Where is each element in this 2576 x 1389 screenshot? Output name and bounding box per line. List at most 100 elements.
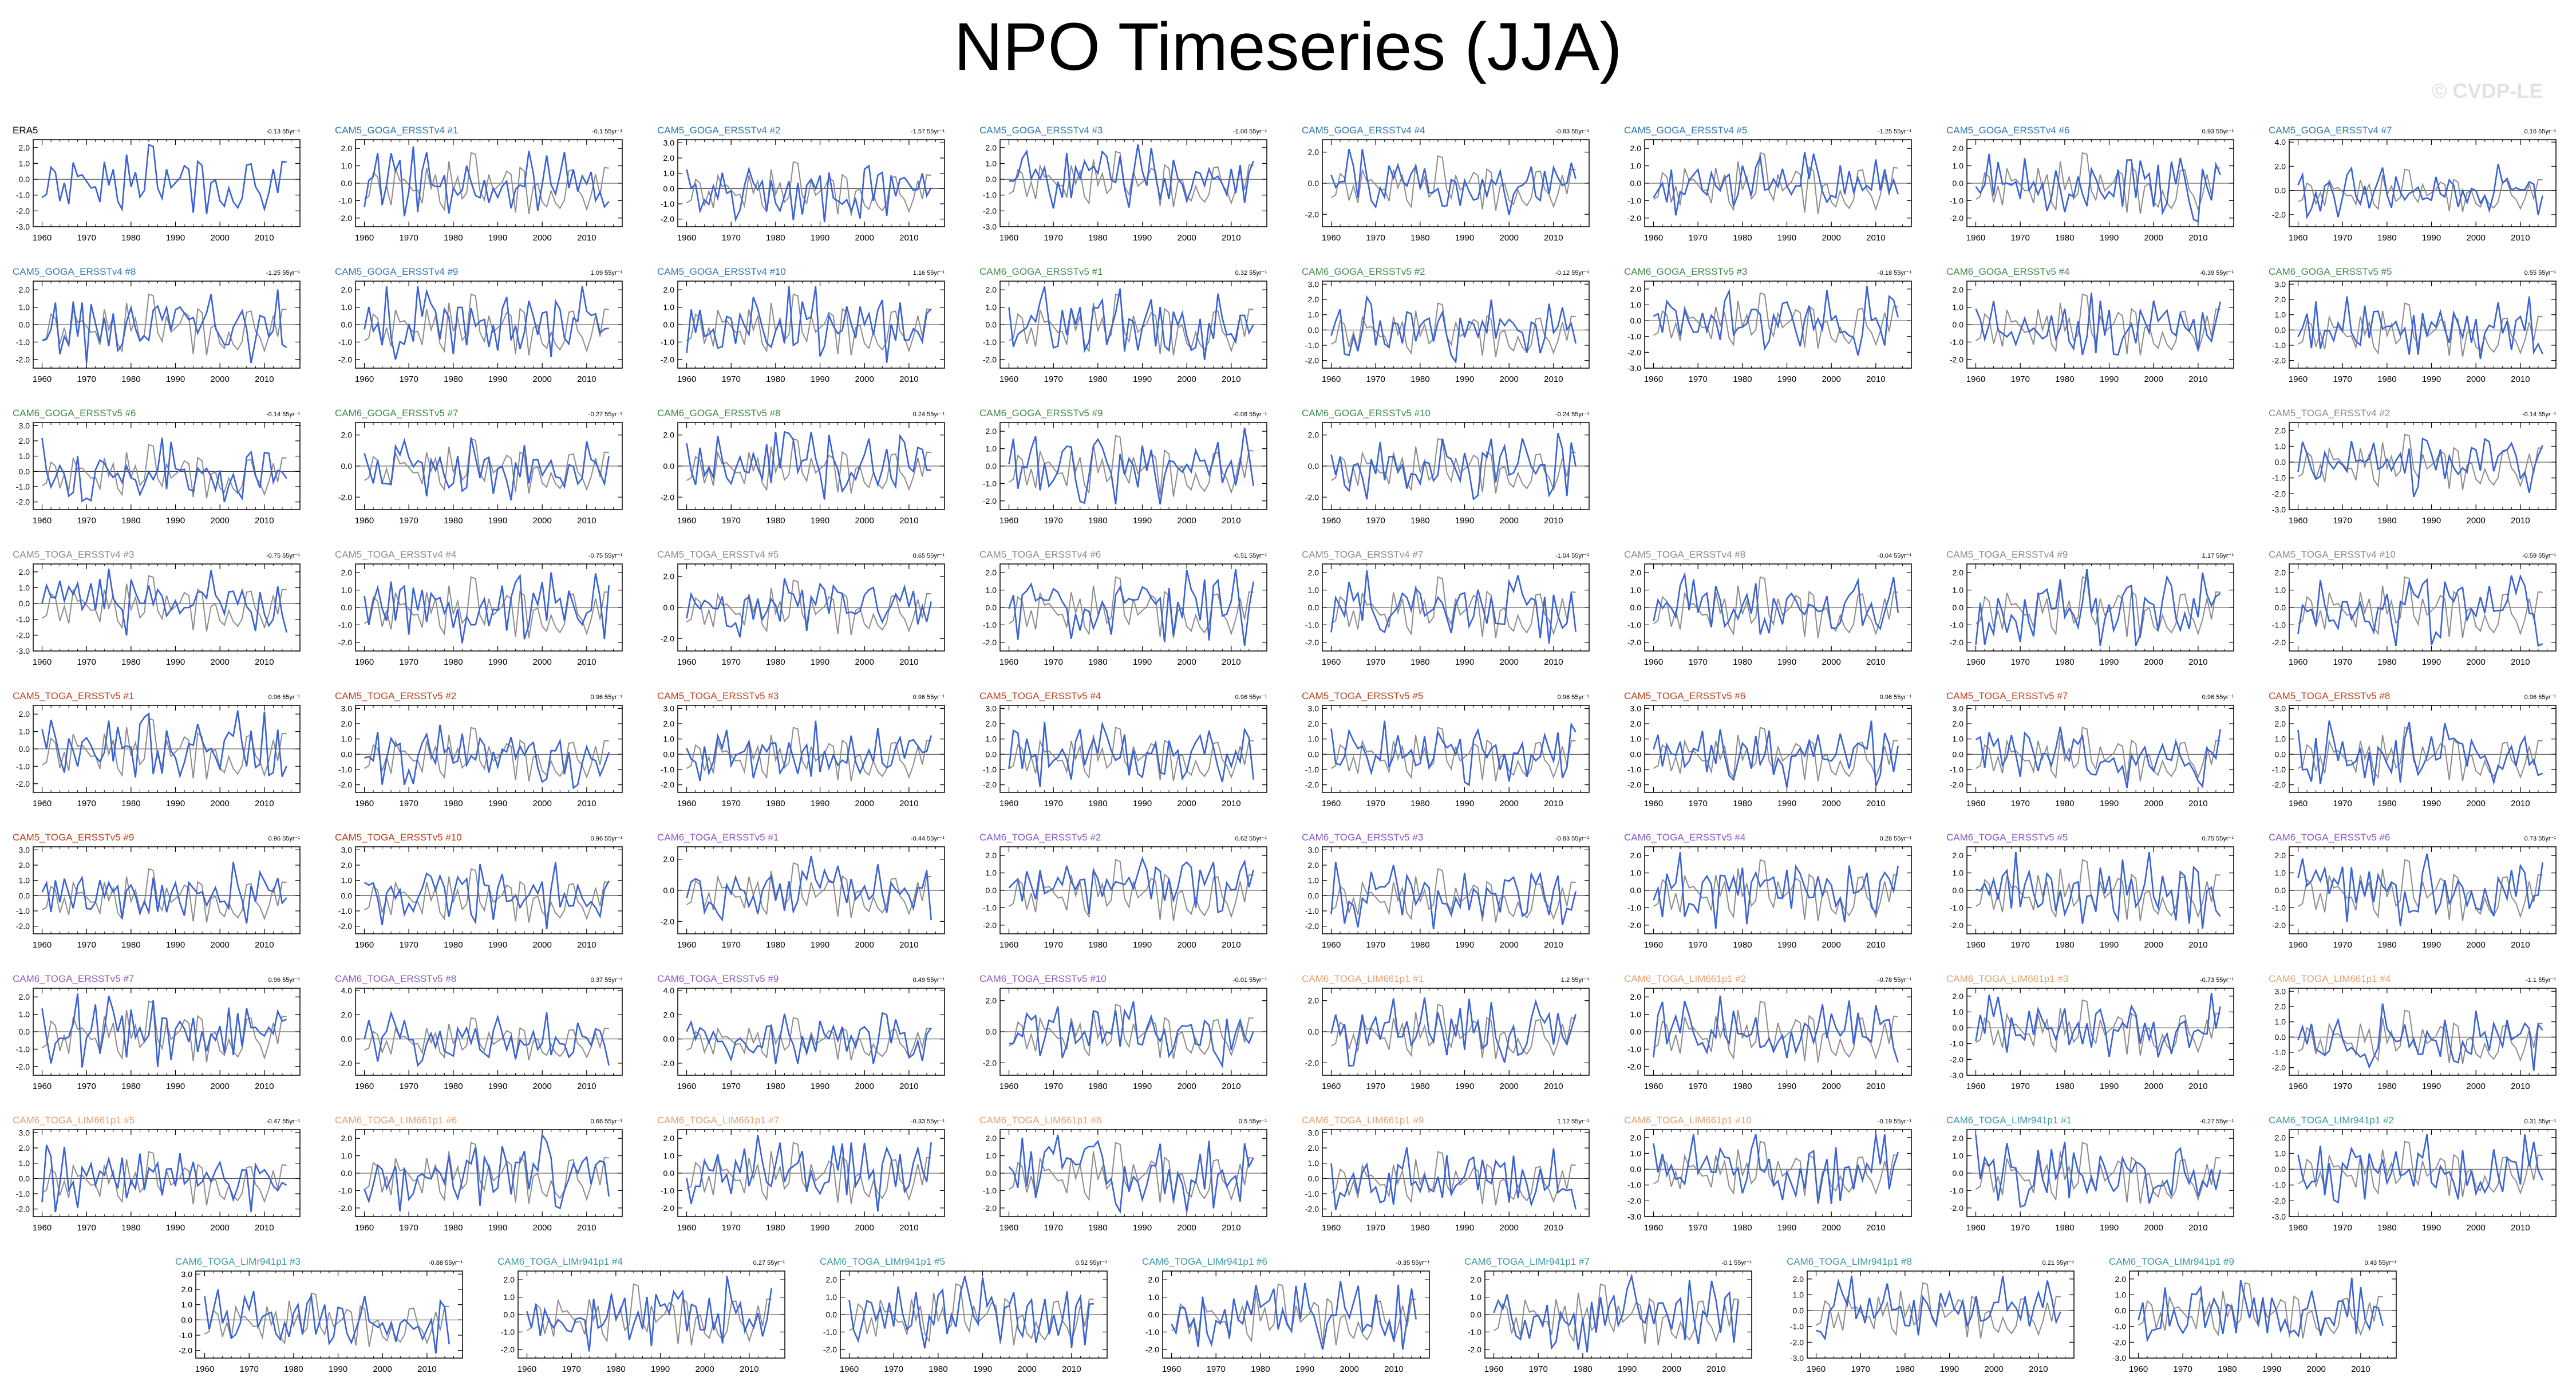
x-tick-label: 1990 (166, 799, 185, 808)
x-tick-label: 1980 (444, 657, 463, 667)
x-tick-label: 2010 (899, 657, 918, 667)
member-series-line (1653, 286, 1899, 356)
x-tick-label: 2010 (1544, 940, 1563, 950)
watermark: © CVDP-LE (2432, 79, 2543, 102)
observed-series-line (1330, 727, 1576, 782)
x-tick-label: 1990 (1133, 233, 1152, 243)
y-tick-label: -2.0 (1950, 214, 1963, 223)
x-tick-label: 2000 (211, 799, 230, 808)
member-series-line (1330, 148, 1577, 215)
panel-label: CAM6_TOGA_ERSSTv5 #2 (979, 832, 1101, 843)
y-tick-label: 0.0 (663, 320, 675, 329)
member-series-line (41, 437, 287, 503)
y-tick-label: 2.0 (19, 992, 30, 1001)
y-tick-label: 2.0 (1630, 144, 1642, 153)
y-tick-label: -1.0 (661, 199, 674, 208)
x-tick-label: 1960 (33, 657, 52, 667)
panel-trend: -0.75 55yr⁻¹ (588, 553, 622, 559)
y-tick-label: -2.0 (1305, 356, 1319, 365)
x-tick-label: 1980 (2377, 374, 2396, 384)
timeseries-panel: CAM5_TOGA_ERSSTv4 #5 0.65 55yr⁻¹ 1960 1970 1… (657, 549, 945, 667)
y-tick-label: -1.0 (16, 761, 30, 771)
x-tick-label: 1970 (1044, 516, 1063, 526)
x-tick-label: 1980 (121, 940, 140, 950)
timeseries-panel: CAM6_GOGA_ERSSTv5 #6 -0.14 55yr⁻¹ 1960 1970… (13, 408, 301, 526)
x-tick-label: 1970 (722, 657, 741, 667)
y-tick-label: 0.0 (986, 175, 997, 184)
y-tick-label: 3.0 (341, 704, 353, 713)
y-tick-label: 2.0 (663, 431, 675, 440)
observed-series-line (1975, 576, 2221, 638)
x-tick-label: 1990 (1455, 657, 1474, 667)
panel-trend: 0.96 55yr⁻¹ (268, 977, 301, 984)
x-tick-label: 1980 (1411, 516, 1429, 526)
y-tick-label: 2.0 (1953, 285, 1964, 294)
y-tick-label: 0.0 (19, 891, 30, 900)
timeseries-panel: CAM6_GOGA_ERSSTv5 #4 -0.39 55yr⁻¹ 1960 1970… (1946, 266, 2234, 384)
x-tick-label: 2010 (1222, 516, 1240, 526)
x-tick-label: 1990 (811, 374, 829, 384)
y-tick-label: 0.0 (1953, 749, 1964, 759)
y-tick-label: 0.0 (1953, 179, 1964, 188)
x-tick-label: 1990 (2422, 940, 2441, 950)
y-tick-label: 1.0 (341, 303, 353, 312)
panel-trend: 0.96 55yr⁻¹ (913, 694, 945, 701)
x-tick-label: 1970 (1366, 799, 1385, 808)
x-tick-label: 2000 (1822, 657, 1841, 667)
y-tick-label: -2.0 (661, 780, 674, 790)
y-tick-label: 1.0 (1308, 310, 1319, 319)
y-tick-label: 0.0 (1630, 316, 1642, 325)
x-tick-label: 1980 (444, 516, 463, 526)
page-title: NPO Timeseries (JJA) (954, 9, 1622, 85)
y-tick-label: 2.0 (1953, 568, 1964, 577)
observed-series-line (1653, 727, 1898, 782)
y-tick-label: -2.0 (1627, 638, 1641, 647)
y-tick-label: -3.0 (16, 222, 30, 231)
x-tick-label: 2000 (855, 374, 874, 384)
x-tick-label: 2000 (2467, 233, 2486, 243)
y-tick-label: -2.0 (2272, 921, 2286, 930)
x-tick-label: 2000 (1500, 516, 1519, 526)
member-series-line (1330, 294, 1577, 364)
y-tick-label: 2.0 (986, 568, 997, 577)
x-tick-label: 1980 (766, 516, 785, 526)
x-tick-label: 2000 (211, 233, 230, 243)
y-tick-label: 2.0 (1630, 719, 1642, 728)
y-tick-label: 0.0 (341, 1035, 353, 1044)
x-tick-label: 1980 (1088, 374, 1107, 384)
y-tick-label: -1.0 (1627, 765, 1641, 774)
x-tick-label: 2000 (855, 799, 874, 808)
x-tick-label: 2010 (2511, 799, 2530, 808)
member-series-line (364, 286, 609, 360)
panel-label: CAM6_TOGA_ERSSTv5 #5 (1946, 832, 2068, 843)
y-tick-label: 2.0 (19, 567, 30, 577)
y-tick-label: -1.0 (1305, 906, 1319, 916)
y-tick-label: 0.0 (1953, 886, 1964, 895)
observed-series-line (1008, 435, 1254, 497)
y-tick-label: 0.0 (986, 749, 997, 759)
y-tick-label: 1.0 (1308, 876, 1319, 885)
y-tick-label: 4.0 (2275, 137, 2286, 147)
x-tick-label: 2000 (1178, 516, 1196, 526)
x-tick-label: 1960 (355, 233, 374, 243)
y-tick-label: 2.0 (663, 153, 675, 163)
x-tick-label: 1980 (444, 233, 463, 243)
panel-label: CAM6_GOGA_ERSSTv5 #3 (1624, 266, 1747, 277)
y-tick-label: -2.0 (983, 780, 997, 790)
x-tick-label: 1990 (1777, 940, 1796, 950)
x-tick-label: 2010 (1544, 374, 1563, 384)
x-tick-label: 1960 (355, 940, 374, 950)
member-series-line (2297, 574, 2543, 647)
x-tick-label: 1960 (2289, 657, 2308, 667)
x-tick-label: 1990 (488, 516, 507, 526)
y-tick-label: 1.0 (663, 303, 675, 312)
y-tick-label: 2.0 (1308, 148, 1319, 157)
x-tick-label: 2000 (533, 1082, 552, 1091)
y-tick-label: 1.0 (986, 586, 997, 595)
panel-trend: 0.37 55yr⁻¹ (591, 977, 623, 984)
panel-trend: -0.51 55yr⁻¹ (1233, 553, 1267, 559)
x-tick-label: 1970 (1689, 940, 1708, 950)
x-tick-label: 1970 (2333, 657, 2352, 667)
panel-label: CAM5_TOGA_ERSSTv4 #7 (1302, 549, 1423, 560)
timeseries-panel: CAM6_GOGA_ERSSTv5 #9 -0.08 55yr⁻¹ 1960 1970… (979, 408, 1267, 526)
